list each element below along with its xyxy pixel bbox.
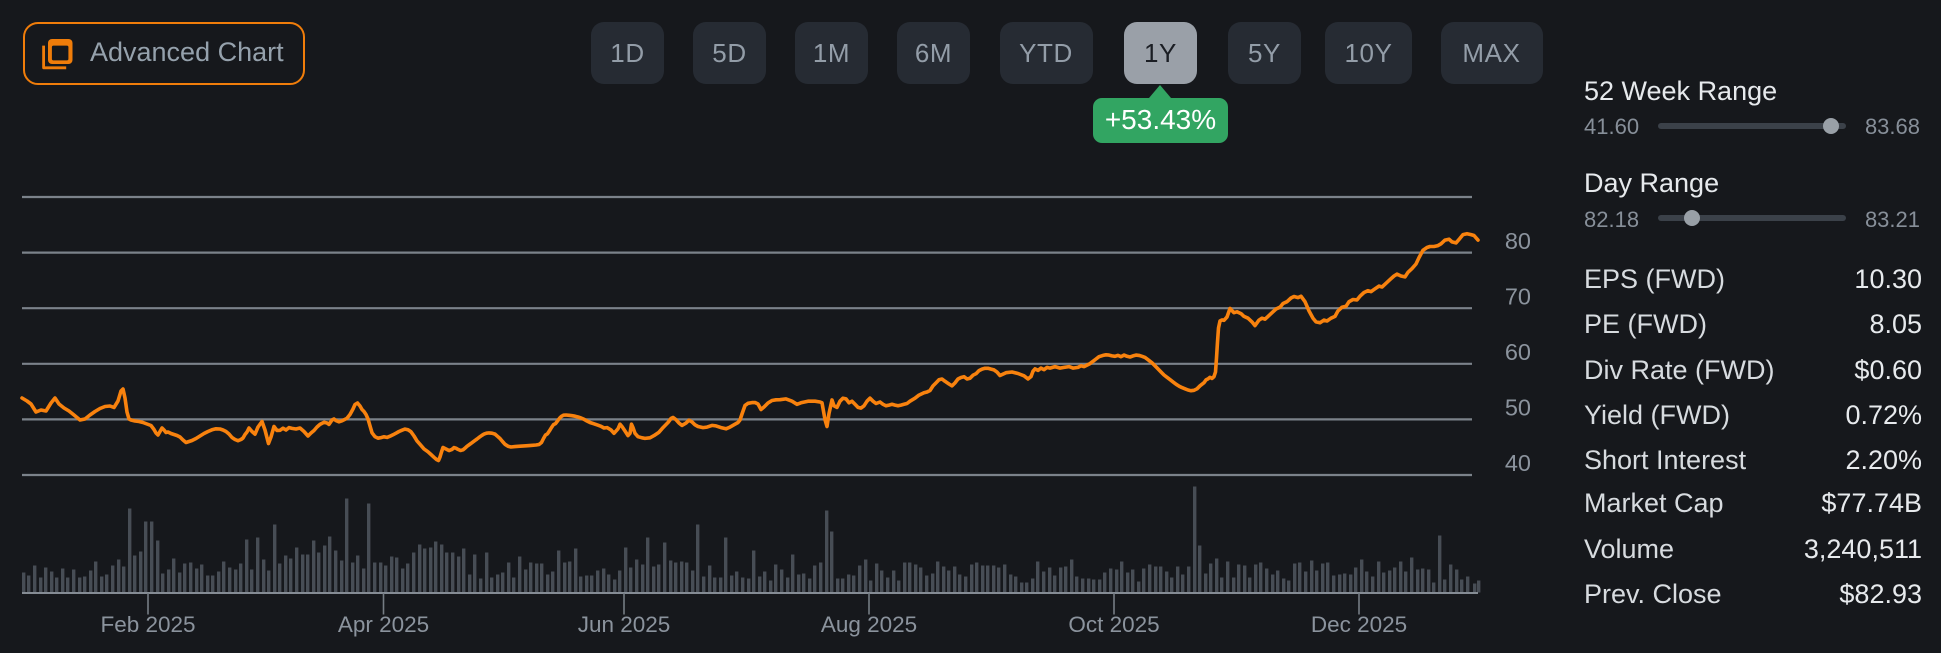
svg-text:50: 50	[1505, 395, 1531, 421]
svg-text:Oct 2025: Oct 2025	[1068, 612, 1159, 637]
svg-text:Apr 2025: Apr 2025	[338, 612, 429, 637]
svg-text:80: 80	[1505, 228, 1531, 254]
svg-text:70: 70	[1505, 283, 1531, 309]
svg-text:Aug 2025: Aug 2025	[821, 612, 917, 637]
svg-text:Jun 2025: Jun 2025	[578, 612, 671, 637]
svg-text:60: 60	[1505, 339, 1531, 365]
svg-text:40: 40	[1505, 450, 1531, 476]
svg-text:Feb 2025: Feb 2025	[100, 612, 195, 637]
svg-text:Dec 2025: Dec 2025	[1311, 612, 1407, 637]
